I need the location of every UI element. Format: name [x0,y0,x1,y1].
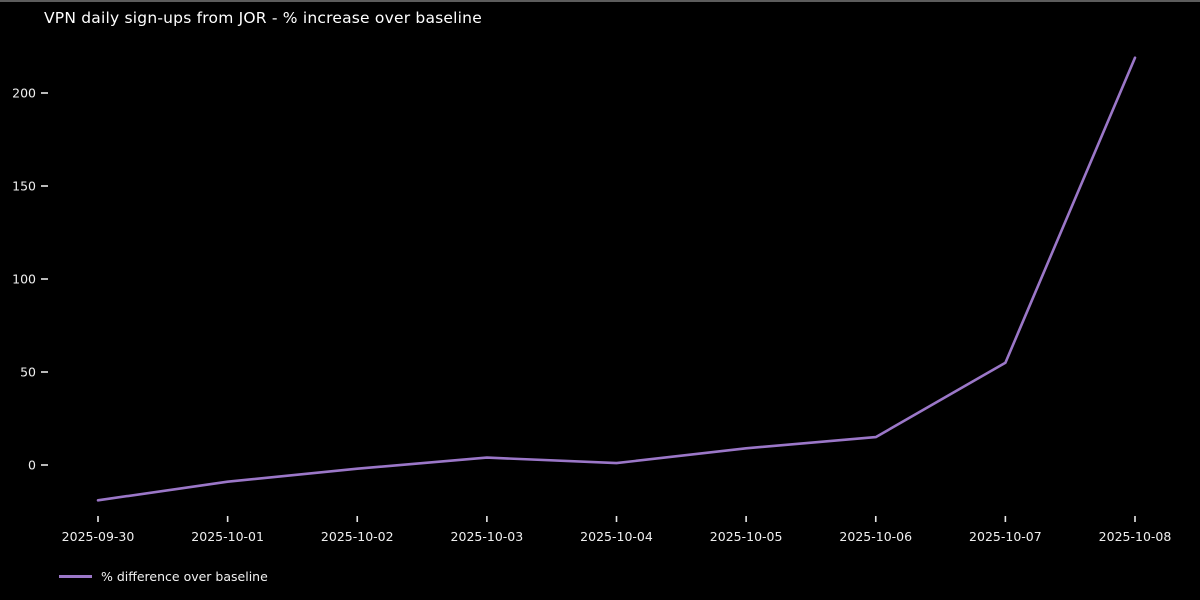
window-top-border [0,0,1200,2]
y-axis: 0 50 100 150 200 [12,86,48,473]
x-tick-label: 2025-10-01 [191,529,264,544]
x-tick-label: 2025-09-30 [62,529,135,544]
x-axis: 2025-09-30 2025-10-01 2025-10-02 2025-10-03… [62,516,1172,544]
y-tick-label: 50 [20,365,36,380]
y-tick-label: 200 [12,86,36,101]
x-tick-label: 2025-10-07 [969,529,1042,544]
y-tick-label: 0 [28,458,36,473]
y-tick-label: 150 [12,179,36,194]
data-series-line [96,56,1137,502]
legend-line-swatch [59,575,92,578]
legend-label: % difference over baseline [101,569,268,584]
x-tick-label: 2025-10-08 [1099,529,1172,544]
legend: % difference over baseline [59,569,268,584]
x-tick-label: 2025-10-06 [839,529,912,544]
y-tick-label: 100 [12,272,36,287]
x-tick-label: 2025-10-02 [321,529,394,544]
chart-title: VPN daily sign-ups from JOR - % increase… [44,9,482,27]
x-tick-label: 2025-10-03 [451,529,524,544]
x-tick-label: 2025-10-05 [710,529,783,544]
x-tick-label: 2025-10-04 [580,529,653,544]
